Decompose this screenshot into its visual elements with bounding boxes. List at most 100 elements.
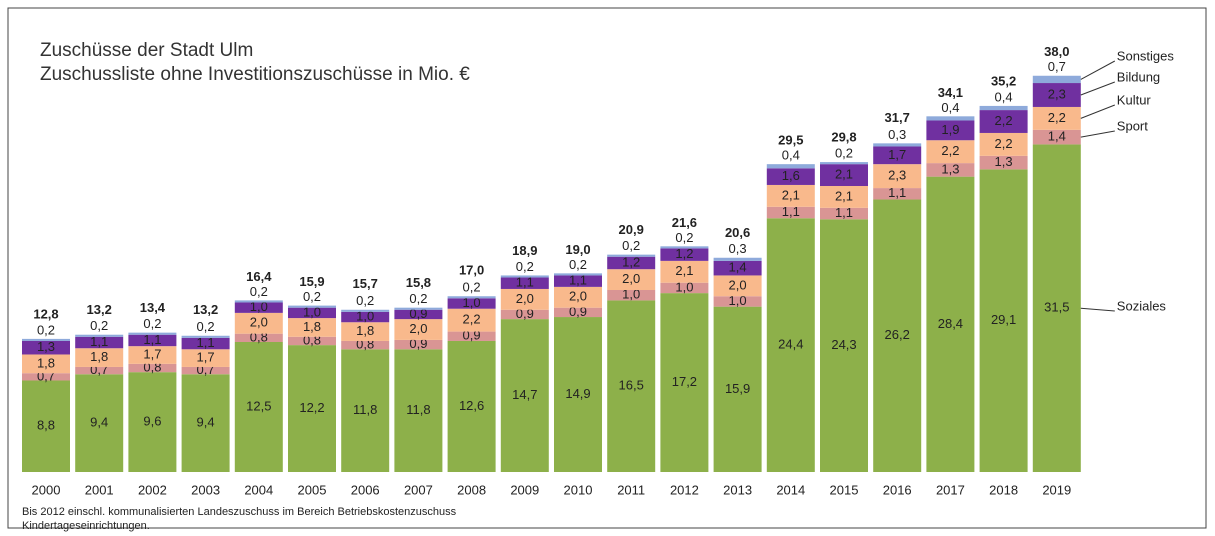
bar-segment xyxy=(394,349,443,472)
bar-segment xyxy=(447,298,496,309)
bar-segment xyxy=(447,340,496,472)
footnote: Bis 2012 einschl. kommunalisierten Lande… xyxy=(22,506,457,518)
data-label: 24,4 xyxy=(778,337,803,352)
data-label: 1,0 xyxy=(622,287,640,302)
bar-segment xyxy=(394,309,443,320)
bar-segment xyxy=(181,337,230,350)
x-tick-label: 2017 xyxy=(936,482,965,497)
data-label: 11,8 xyxy=(353,402,377,417)
data-label: 29,1 xyxy=(991,312,1016,327)
bar-segment xyxy=(660,260,709,283)
total-label: 21,6 xyxy=(672,215,697,230)
data-label: 2,1 xyxy=(835,167,853,182)
footnote: Kindertageseinrichtungen. xyxy=(22,520,150,532)
data-label: 1,1 xyxy=(90,334,108,349)
bar-segment xyxy=(926,116,975,121)
bar-segment xyxy=(234,312,283,334)
data-label: 14,9 xyxy=(565,386,590,401)
data-label: 1,1 xyxy=(835,205,853,220)
bar-segment xyxy=(288,305,336,308)
bar-segment xyxy=(926,140,975,164)
data-label: 0,4 xyxy=(941,100,959,115)
bar-segment xyxy=(1032,75,1081,84)
data-label: 1,0 xyxy=(303,304,321,319)
x-tick-label: 2008 xyxy=(457,482,486,497)
bar-segment xyxy=(234,333,283,342)
bar-segment xyxy=(394,319,443,340)
bar-segment xyxy=(766,206,815,219)
x-tick-label: 2005 xyxy=(298,482,327,497)
bar-segment xyxy=(979,132,1028,156)
bar-segment xyxy=(926,163,975,177)
bar-segment xyxy=(128,346,177,364)
total-label: 15,7 xyxy=(353,276,378,291)
data-label: 0,2 xyxy=(197,319,215,334)
data-label: 0,2 xyxy=(303,289,321,304)
data-label: 1,7 xyxy=(888,147,906,162)
data-label: 1,1 xyxy=(782,204,800,219)
bar-segment xyxy=(288,318,336,337)
bar-segment xyxy=(447,331,496,341)
data-label: 15,9 xyxy=(725,381,750,396)
data-label: 1,2 xyxy=(675,246,693,261)
data-label: 1,0 xyxy=(250,299,268,314)
data-label: 1,0 xyxy=(356,308,374,323)
data-label: 0,7 xyxy=(1048,59,1066,74)
bar-segment xyxy=(660,293,709,472)
bar-segment xyxy=(75,336,124,349)
chart-subtitle: Zuschussliste ohne Investitionszuschüsse… xyxy=(40,64,470,85)
bar-segment xyxy=(341,349,390,472)
data-label: 2,3 xyxy=(888,168,906,183)
total-label: 17,0 xyxy=(459,263,484,278)
data-label: 2,0 xyxy=(516,291,534,306)
bar-segment xyxy=(873,199,922,472)
total-label: 29,8 xyxy=(831,130,856,145)
data-label: 1,3 xyxy=(995,154,1013,169)
total-label: 15,9 xyxy=(299,274,324,289)
bar-segment xyxy=(341,309,390,312)
bar-segment xyxy=(607,256,656,270)
bar-segment xyxy=(979,110,1028,133)
data-label: 9,4 xyxy=(197,415,215,430)
bar-segment xyxy=(447,296,496,299)
total-label: 29,5 xyxy=(778,133,803,148)
bar-segment xyxy=(607,300,656,472)
data-label: 2,0 xyxy=(250,315,268,330)
data-label: 1,8 xyxy=(303,319,321,334)
data-label: 24,3 xyxy=(831,337,856,352)
bar-segment xyxy=(341,340,390,350)
bar-segment xyxy=(128,363,177,373)
total-label: 13,2 xyxy=(193,302,218,317)
legend-label: Sport xyxy=(1117,118,1148,133)
legend-leader xyxy=(1080,104,1115,119)
data-label: 0,4 xyxy=(995,89,1013,104)
x-tick-label: 2000 xyxy=(32,482,61,497)
bar-segment xyxy=(75,374,124,472)
bar-segment xyxy=(554,307,602,318)
data-label: 31,5 xyxy=(1044,300,1069,315)
bar-segment xyxy=(820,219,868,472)
bar-segment xyxy=(979,155,1028,170)
x-tick-label: 2004 xyxy=(244,482,273,497)
data-label: 2,2 xyxy=(941,143,959,158)
bar-segment xyxy=(341,322,390,341)
data-label: 2,1 xyxy=(675,263,693,278)
bar-segment xyxy=(766,218,815,472)
bar-segment xyxy=(500,319,549,472)
data-label: 1,8 xyxy=(90,349,108,364)
bar-segment xyxy=(660,282,709,294)
bar-segment xyxy=(554,286,602,308)
x-tick-label: 2014 xyxy=(776,482,805,497)
data-label: 2,0 xyxy=(409,321,427,336)
data-label: 2,2 xyxy=(1048,110,1066,125)
data-label: 9,4 xyxy=(90,415,108,430)
bar-segment xyxy=(22,373,70,381)
bar-segment xyxy=(128,332,177,335)
legend-leader xyxy=(1080,81,1115,96)
data-label: 16,5 xyxy=(619,378,644,393)
x-tick-label: 2016 xyxy=(883,482,912,497)
data-label: 9,6 xyxy=(143,414,161,429)
data-label: 14,7 xyxy=(512,387,537,402)
data-label: 12,5 xyxy=(246,398,271,413)
data-label: 0,2 xyxy=(37,322,55,337)
